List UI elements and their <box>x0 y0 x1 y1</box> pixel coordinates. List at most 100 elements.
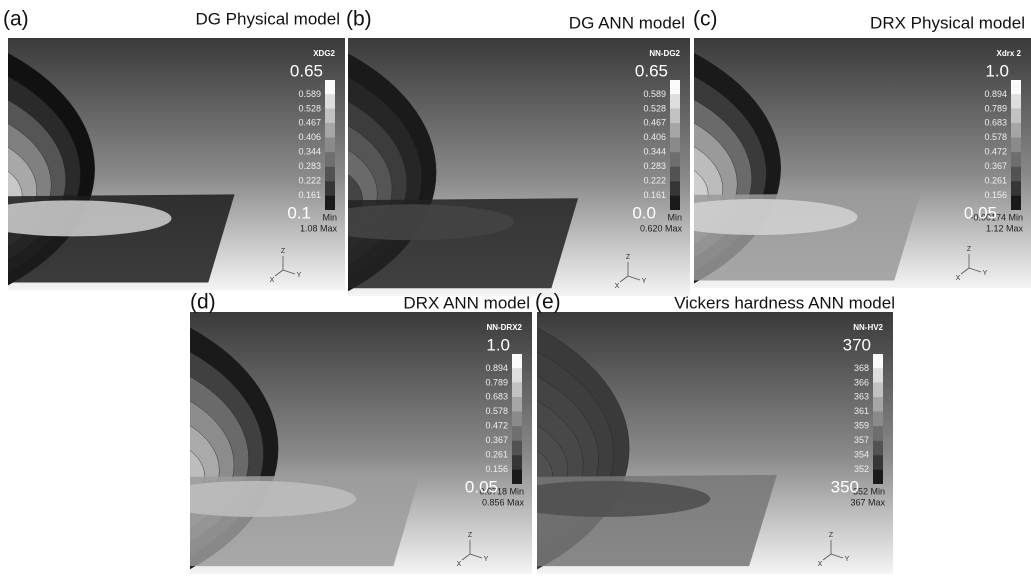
colorbar-segment <box>1011 196 1021 210</box>
triad-label: Y <box>297 272 302 279</box>
legend-title: NN-DG2 <box>649 49 680 58</box>
legend-title: XDG2 <box>313 49 335 58</box>
legend-tick: 368 <box>854 363 869 373</box>
colorbar-segment <box>670 138 680 152</box>
legend-tick: 0.283 <box>298 161 321 171</box>
legend-max: 0.856 Max <box>482 497 525 507</box>
triad-label: X <box>457 561 462 568</box>
legend-min: Min <box>322 212 337 222</box>
triad-label: X <box>956 275 961 282</box>
legend-title: Xdrx 2 <box>997 49 1022 58</box>
legend-tick: 0.789 <box>984 103 1007 113</box>
legend-tick: 0.528 <box>298 103 321 113</box>
colorbar-segment <box>325 80 335 94</box>
overlay-value: 350 <box>831 477 859 496</box>
colorbar-segment <box>325 123 335 137</box>
legend-max: 1.08 Max <box>300 223 338 233</box>
colorbar-segment <box>670 196 680 210</box>
colorbar-segment <box>512 354 522 368</box>
legend-top: 0.65 <box>290 61 323 80</box>
legend-min: Min <box>667 212 682 222</box>
legend-tick: 0.161 <box>298 190 321 200</box>
triad-label: Z <box>829 532 834 539</box>
legend-top: 370 <box>843 335 871 354</box>
legend-tick: 0.283 <box>643 161 666 171</box>
legend-tick: 0.528 <box>643 103 666 113</box>
colorbar-segment <box>670 152 680 166</box>
triad-label: Z <box>281 248 286 255</box>
colorbar-segment <box>670 80 680 94</box>
legend-max: 367 Max <box>850 497 885 507</box>
panel: NN-DG20.650.5890.5280.4670.4060.3440.283… <box>311 8 690 297</box>
legend-tick: 352 <box>854 464 869 474</box>
legend-tick: 0.683 <box>485 392 508 402</box>
legend-tick: 363 <box>854 392 869 402</box>
section-core <box>153 481 356 517</box>
colorbar-segment <box>1011 167 1021 181</box>
figure: XDG20.650.5890.5280.4670.4060.3440.2830.… <box>0 0 1031 577</box>
colorbar-segment <box>873 426 883 440</box>
legend-tick: 0.894 <box>485 363 508 373</box>
triad-label: Y <box>845 556 850 563</box>
colorbar-segment <box>873 354 883 368</box>
overlay-value: 0.05 <box>964 203 997 222</box>
colorbar-segment <box>325 94 335 108</box>
colorbar-segment <box>1011 138 1021 152</box>
panel-title: DG ANN model <box>569 13 685 32</box>
legend-tick: 0.683 <box>984 118 1007 128</box>
panel: NN-DRX21.00.8940.7890.6830.5780.4720.367… <box>153 291 532 575</box>
legend-tick: 0.472 <box>984 147 1007 157</box>
legend-top: 1.0 <box>486 335 510 354</box>
colorbar-segment <box>512 470 522 484</box>
colorbar-segment <box>325 181 335 195</box>
colorbar-segment <box>325 138 335 152</box>
legend-tick: 0.472 <box>485 421 508 431</box>
legend-max: 1.12 Max <box>986 223 1024 233</box>
triad-label: Y <box>484 556 489 563</box>
legend-tick: 0.589 <box>643 89 666 99</box>
legend-tick: 0.261 <box>984 175 1007 185</box>
colorbar-segment <box>1011 94 1021 108</box>
legend-tick: 0.467 <box>298 118 321 128</box>
overlay-value: 0.0 <box>632 203 656 222</box>
legend-top: 1.0 <box>985 61 1009 80</box>
triad-label: Z <box>626 254 631 261</box>
colorbar-segment <box>873 470 883 484</box>
panel-label: (d) <box>190 291 216 314</box>
triad-label: Z <box>967 246 972 253</box>
legend-tick: 0.578 <box>485 406 508 416</box>
legend-tick: 361 <box>854 406 869 416</box>
panel-label: (c) <box>693 8 718 31</box>
legend-tick: 354 <box>854 449 869 459</box>
colorbar-segment <box>325 196 335 210</box>
legend-tick: 366 <box>854 377 869 387</box>
panel-title: DRX ANN model <box>403 293 530 312</box>
panel-label: (b) <box>346 8 372 31</box>
colorbar-segment <box>1011 123 1021 137</box>
colorbar-segment <box>325 109 335 123</box>
colorbar-segment <box>873 397 883 411</box>
colorbar-segment <box>1011 152 1021 166</box>
panel: Xdrx 21.00.8940.7890.6830.5780.4720.3670… <box>658 8 1031 289</box>
colorbar-segment <box>1011 181 1021 195</box>
panel-label: (e) <box>535 291 561 314</box>
triad-label: X <box>270 277 275 284</box>
triad-label: Y <box>983 270 988 277</box>
colorbar-segment <box>873 455 883 469</box>
legend-tick: 0.344 <box>298 147 321 157</box>
legend-tick: 357 <box>854 435 869 445</box>
colorbar-segment <box>512 426 522 440</box>
overlay-value: 0.05 <box>465 477 498 496</box>
colorbar-segment <box>512 383 522 397</box>
legend-tick: 0.344 <box>643 147 666 157</box>
overlay-value: 0.1 <box>287 203 311 222</box>
legend-tick: 0.367 <box>984 161 1007 171</box>
legend-tick: 0.222 <box>298 175 321 185</box>
colorbar-segment <box>325 167 335 181</box>
legend-tick: 0.589 <box>298 89 321 99</box>
legend-tick: 0.367 <box>485 435 508 445</box>
legend-tick: 0.222 <box>643 175 666 185</box>
triad-label: X <box>818 561 823 568</box>
colorbar-segment <box>325 152 335 166</box>
